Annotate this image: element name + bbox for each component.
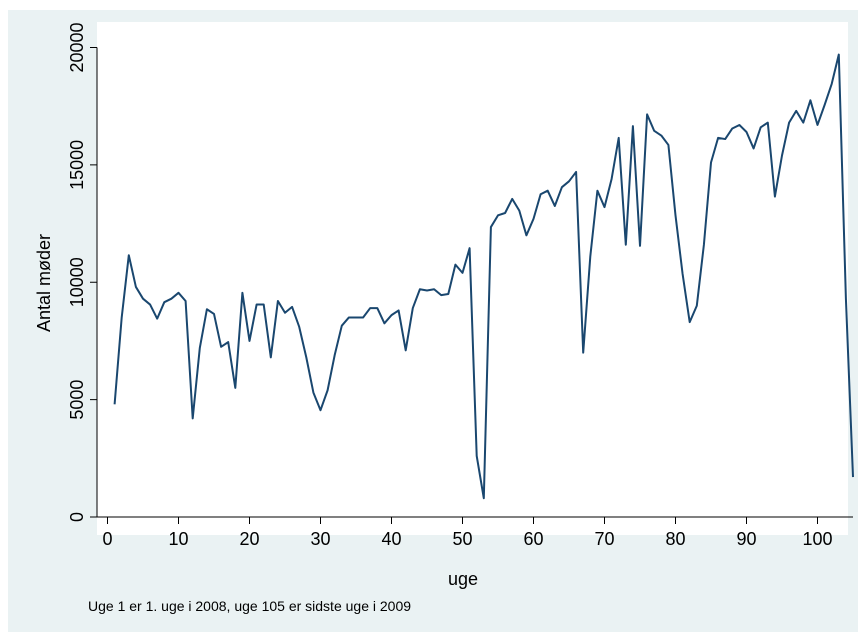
x-tick-label: 10: [168, 529, 188, 549]
y-tick-label: 20000: [67, 22, 87, 72]
x-tick-label: 40: [381, 529, 401, 549]
x-axis-label: uge: [448, 569, 478, 589]
y-tick-label: 10000: [67, 257, 87, 307]
y-tick-label: 5000: [67, 380, 87, 420]
x-tick-label: 60: [523, 529, 543, 549]
x-tick-label: 0: [102, 529, 112, 549]
y-tick-label: 15000: [67, 140, 87, 190]
plot-area: [97, 22, 848, 535]
x-tick-label: 20: [239, 529, 259, 549]
y-tick-label: 0: [67, 512, 87, 522]
x-tick-label: 80: [665, 529, 685, 549]
x-tick-label: 90: [736, 529, 756, 549]
x-tick-label: 50: [452, 529, 472, 549]
x-tick-label: 100: [802, 529, 832, 549]
y-axis-label: Antal møder: [34, 234, 54, 332]
x-tick-label: 30: [310, 529, 330, 549]
chart-note: Uge 1 er 1. uge i 2008, uge 105 er sidst…: [88, 598, 411, 614]
x-tick-label: 70: [594, 529, 614, 549]
